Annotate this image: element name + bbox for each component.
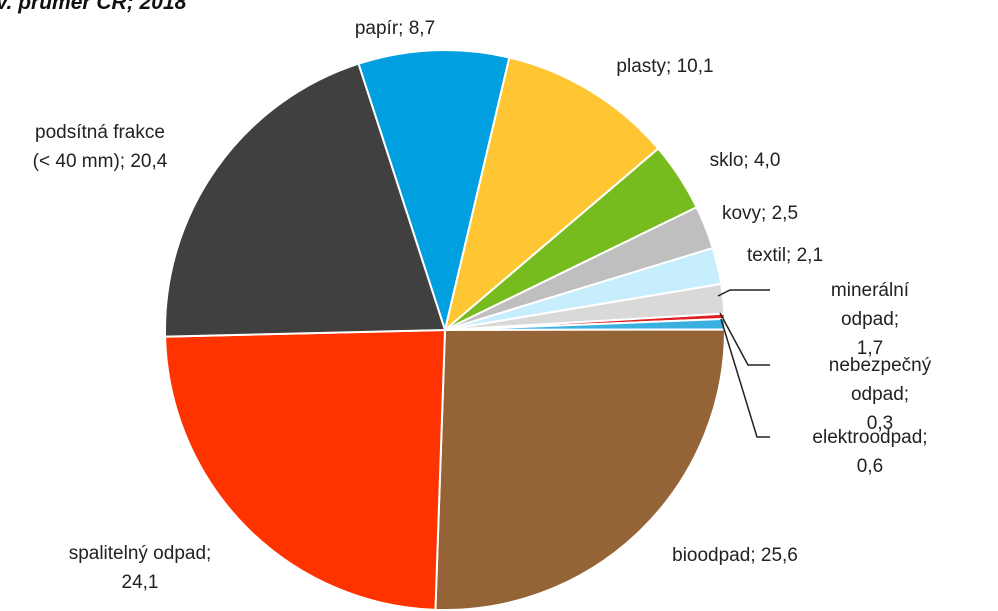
- chart-title: v. průměr ČR; 2018: [0, 0, 187, 14]
- slice: [164, 328, 447, 611]
- value-label: 0,3: [866, 413, 894, 434]
- category-name: plasty: [616, 56, 667, 77]
- label-separator: ;: [206, 543, 212, 564]
- category-name: spalitelný odpad: [68, 543, 207, 564]
- value-label: 2,1: [796, 245, 824, 266]
- category-name: nebezpečný odpad: [828, 355, 932, 405]
- data-label: textil; 2,1: [747, 241, 823, 270]
- label-separator: ;: [786, 245, 797, 266]
- category-name: elektroodpad: [812, 427, 923, 448]
- label-separator: ;: [666, 56, 677, 77]
- leader-line: [717, 289, 770, 297]
- label-separator: ;: [761, 203, 772, 224]
- data-label: sklo; 4,0: [710, 146, 781, 175]
- value-label: 25,6: [760, 545, 798, 566]
- label-separator: ;: [893, 309, 900, 330]
- value-label: 10,1: [676, 56, 714, 77]
- value-label: 8,7: [408, 18, 436, 39]
- label-separator: ;: [903, 384, 910, 405]
- value-label: 24,1: [121, 572, 159, 593]
- category-name: papír: [354, 18, 399, 39]
- data-label: elektroodpad; 0,6: [806, 423, 934, 481]
- slice: [434, 328, 727, 611]
- label-separator: ;: [922, 427, 928, 448]
- leader-line: [719, 312, 770, 366]
- category-name: textil: [746, 245, 787, 266]
- value-label: 1,7: [856, 338, 884, 359]
- value-label: 2,5: [771, 203, 799, 224]
- data-label: papír; 8,7: [355, 14, 435, 43]
- data-label: minerální odpad; 1,7: [806, 276, 934, 363]
- category-name: sklo: [709, 150, 744, 171]
- category-name: bioodpad: [672, 545, 751, 566]
- data-label: podsítná frakce (< 40 mm); 20,4: [33, 118, 168, 176]
- label-separator: ;: [750, 545, 761, 566]
- category-name: kovy: [721, 203, 762, 224]
- data-label: spalitelný odpad; 24,1: [69, 539, 212, 597]
- slice: [357, 49, 511, 334]
- data-label: plasty; 10,1: [616, 52, 713, 81]
- data-label: bioodpad; 25,6: [672, 541, 798, 570]
- data-label: nebezpečný odpad; 0,3: [821, 351, 939, 438]
- slice: [164, 62, 447, 338]
- slice: [443, 56, 660, 333]
- leader-line: [720, 318, 770, 438]
- slices: [164, 49, 727, 611]
- category-name: podsítná frakce (< 40 mm): [32, 122, 165, 172]
- value-label: 0,6: [856, 456, 884, 477]
- data-label: kovy; 2,5: [722, 199, 798, 228]
- label-separator: ;: [119, 151, 131, 172]
- value-label: 20,4: [130, 151, 168, 172]
- label-separator: ;: [743, 150, 754, 171]
- value-label: 4,0: [753, 150, 781, 171]
- category-name: minerální odpad: [830, 280, 910, 330]
- label-separator: ;: [398, 18, 409, 39]
